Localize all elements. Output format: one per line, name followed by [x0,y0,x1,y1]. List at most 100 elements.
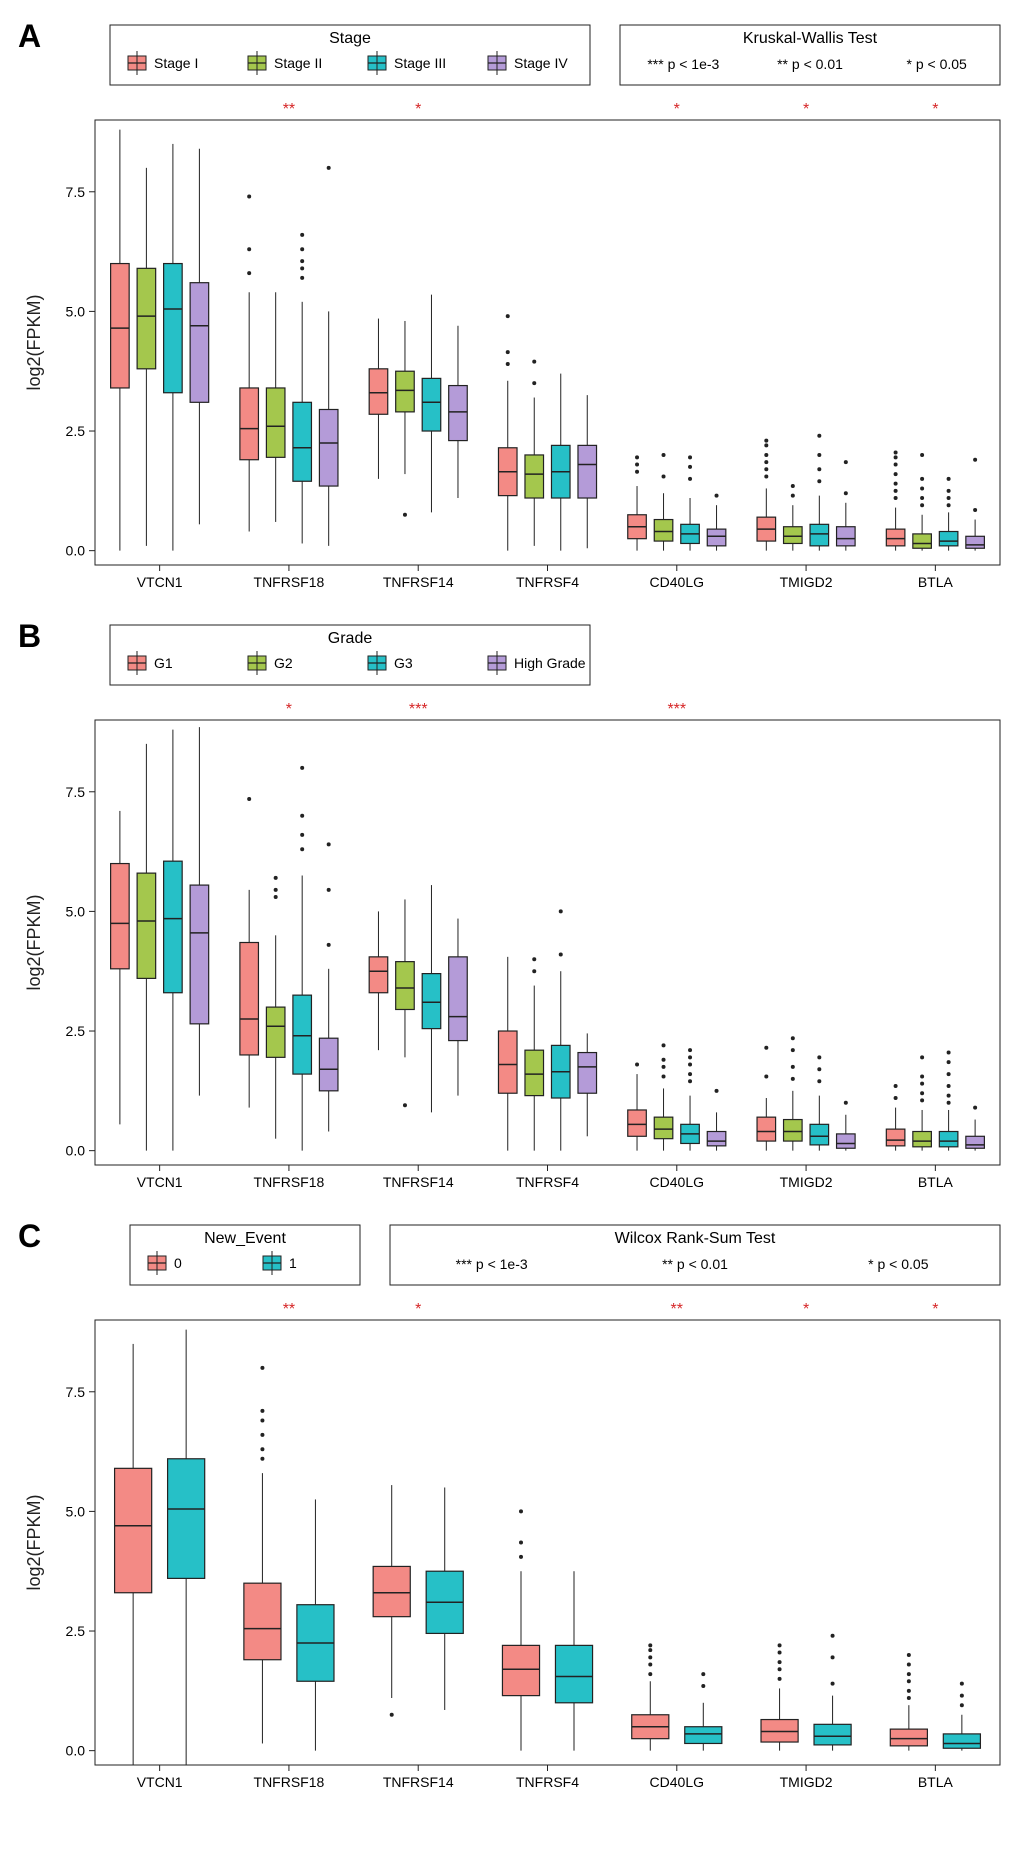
significance-marker: * [932,1301,938,1318]
y-tick-label: 7.5 [66,184,86,200]
legend-item-label: 1 [289,1255,297,1271]
boxplot-box [240,943,259,1055]
boxplot-box [422,378,441,431]
outlier-point [300,233,304,237]
outlier-point [300,259,304,263]
outlier-point [907,1679,911,1683]
outlier-point [662,1065,666,1069]
outlier-point [764,1046,768,1050]
outlier-point [635,455,639,459]
x-tick-label: TNFRSF14 [383,1774,454,1790]
boxplot-box [628,1110,647,1136]
outlier-point [817,479,821,483]
legend-title: New_Event [204,1230,286,1247]
outlier-point [260,1433,264,1437]
y-tick-label: 2.5 [66,1023,86,1039]
outlier-point [947,1084,951,1088]
outlier-point [260,1366,264,1370]
outlier-point [973,458,977,462]
outlier-point [688,1048,692,1052]
boxplot-box [240,388,259,460]
outlier-point [688,477,692,481]
y-axis-label: log2(FPKM) [24,294,44,390]
boxplot-box [369,957,388,993]
outlier-point [791,1077,795,1081]
outlier-point [532,957,536,961]
y-tick-label: 0.0 [66,1743,86,1759]
x-tick-label: VTCN1 [137,1774,183,1790]
outlier-point [894,451,898,455]
legend-item-label: G1 [154,655,173,671]
outlier-point [701,1672,705,1676]
boxplot-box [939,1132,958,1147]
outlier-point [260,1457,264,1461]
x-tick-label: BTLA [918,574,954,590]
boxplot-box [137,268,156,368]
outlier-point [764,1074,768,1078]
legend-item-label: G3 [394,655,413,671]
outlier-point [662,1043,666,1047]
boxplot-box [319,409,338,486]
outlier-point [947,1101,951,1105]
outlier-point [960,1703,964,1707]
outlier-point [791,1048,795,1052]
panel-C: CNew_Event01Wilcox Rank-Sum Test*** p < … [18,1218,1000,1790]
x-tick-label: TMIGD2 [780,1174,833,1190]
y-tick-label: 5.0 [66,903,86,919]
boxplot-box [244,1583,281,1660]
outlier-point [764,443,768,447]
outlier-point [559,952,563,956]
figure: AStageStage IStage IIStage IIIStage IVKr… [0,0,1020,1830]
boxplot-box [810,1124,829,1145]
significance-marker: * [415,1301,421,1318]
outlier-point [506,314,510,318]
outlier-point [635,1063,639,1067]
outlier-point [817,1067,821,1071]
boxplot-box [707,529,726,546]
plot-area [95,1320,1000,1765]
x-tick-label: CD40LG [650,574,704,590]
boxplot-box [784,527,803,544]
outlier-point [715,494,719,498]
outlier-point [947,1051,951,1055]
boxplot-box [886,529,905,546]
outlier-point [648,1663,652,1667]
significance-marker: * [674,101,680,118]
boxplot-box [266,1007,285,1057]
outlier-point [688,1063,692,1067]
outlier-point [648,1643,652,1647]
outlier-point [831,1682,835,1686]
boxplot-box [111,264,130,388]
y-tick-label: 7.5 [66,784,86,800]
outlier-point [947,503,951,507]
outlier-point [701,1684,705,1688]
test-item: *** p < 1e-3 [456,1256,528,1272]
outlier-point [920,453,924,457]
outlier-point [532,969,536,973]
outlier-point [817,434,821,438]
x-tick-label: TMIGD2 [780,1774,833,1790]
outlier-point [274,888,278,892]
plot-area [95,120,1000,565]
outlier-point [662,474,666,478]
panel-label-A: A [18,18,41,54]
boxplot-box [111,864,130,969]
x-tick-label: TNFRSF18 [254,1174,325,1190]
boxplot-box [525,1050,544,1095]
outlier-point [688,1072,692,1076]
test-item: *** p < 1e-3 [647,56,719,72]
outlier-point [791,1036,795,1040]
outlier-point [247,271,251,275]
outlier-point [920,1055,924,1059]
boxplot-box [293,402,312,481]
outlier-point [327,842,331,846]
outlier-point [403,513,407,517]
boxplot-box [498,1031,517,1093]
outlier-point [274,895,278,899]
outlier-point [920,503,924,507]
boxplot-box [784,1120,803,1142]
y-tick-label: 5.0 [66,303,86,319]
outlier-point [327,943,331,947]
significance-marker: ** [283,101,295,118]
outlier-point [947,489,951,493]
